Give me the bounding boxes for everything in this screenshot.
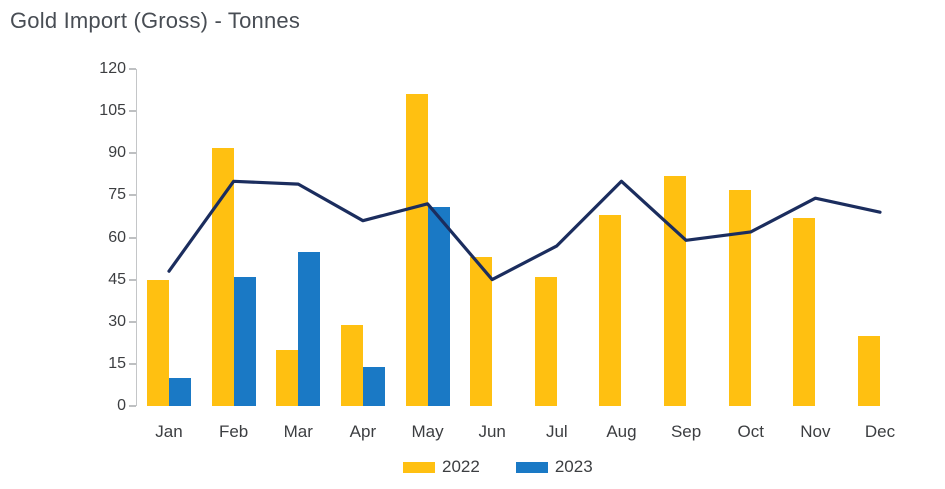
x-axis-label-feb: Feb — [218, 422, 249, 441]
x-axis-label-sep: Sep — [670, 422, 702, 441]
bar-2023-may — [427, 206, 450, 406]
x-axis-label-jul: Jul — [545, 422, 568, 441]
legend-item-2022: 2022 — [403, 457, 480, 477]
y-axis-tick-label: 15 — [108, 354, 126, 372]
y-axis-tick-label: 45 — [108, 270, 126, 288]
y-axis-tick-label: 75 — [108, 186, 126, 204]
y-axis-tick-mark — [129, 320, 136, 323]
trend-line — [167, 179, 882, 282]
chart-title: Gold Import (Gross) - Tonnes — [10, 8, 301, 33]
legend-item-2023: 2023 — [515, 457, 593, 477]
bar-2022-jul — [534, 276, 557, 406]
y-axis-tick-mark — [129, 68, 136, 70]
bar-2022-jun — [470, 257, 493, 406]
legend-label-2023: 2023 — [554, 457, 593, 476]
x-axis-label-oct: Oct — [737, 422, 764, 441]
y-axis-tick-label: 30 — [108, 312, 126, 330]
bar-2022-may — [405, 94, 428, 406]
bar-2022-nov — [793, 217, 816, 406]
bar-2023-feb — [233, 276, 256, 406]
legend-label-2022: 2022 — [442, 457, 480, 476]
bar-2022-sep — [664, 175, 687, 406]
legend: 2022 2023 — [403, 457, 593, 477]
y-axis-tick-mark — [129, 194, 136, 197]
y-axis-tick-label: 90 — [108, 144, 126, 162]
bar-2022-apr — [340, 324, 363, 406]
y-axis-tick-label: 120 — [99, 60, 126, 77]
y-axis-line — [136, 69, 137, 406]
bar-2022-dec — [858, 335, 880, 406]
legend-swatch-2022 — [403, 461, 435, 473]
legend-swatch-2023 — [515, 461, 548, 473]
y-axis-tick-mark — [129, 362, 136, 365]
y-axis-tick-mark — [129, 236, 136, 239]
bar-2023-apr — [362, 366, 385, 406]
y-axis-tick-label: 0 — [117, 397, 126, 414]
y-axis-tick-label: 105 — [99, 102, 126, 120]
bar-2022-aug — [599, 215, 622, 406]
x-axis-label-aug: Aug — [606, 422, 637, 441]
y-axis-tick-mark — [129, 405, 136, 407]
y-axis-tick-mark — [129, 110, 136, 113]
x-axis-label-jan: Jan — [155, 422, 183, 441]
x-axis-label-nov: Nov — [800, 422, 831, 441]
y-axis-tick-mark — [129, 152, 136, 155]
x-axis-label-apr: Apr — [349, 422, 377, 441]
bar-2023-mar — [298, 251, 321, 406]
bar-2022-jan — [147, 279, 169, 406]
y-axis-tick-mark — [129, 278, 136, 281]
x-axis-label-may: May — [411, 422, 444, 441]
bar-2022-mar — [276, 349, 299, 406]
x-axis-label-mar: Mar — [283, 422, 313, 441]
bar-2022-feb — [211, 147, 234, 406]
y-axis-tick-label: 60 — [108, 228, 126, 246]
bar-2023-jan — [169, 377, 191, 406]
x-axis-label-jun: Jun — [478, 422, 506, 441]
x-axis-label-dec: Dec — [864, 422, 896, 441]
bar-2022-oct — [728, 189, 751, 406]
